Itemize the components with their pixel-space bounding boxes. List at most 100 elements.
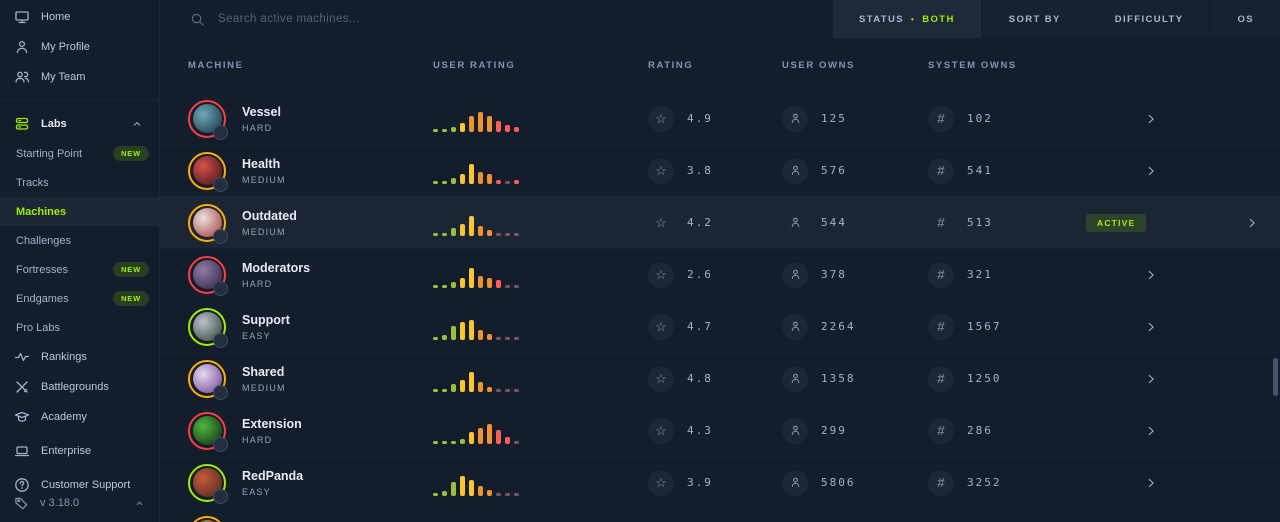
person-icon <box>782 417 808 444</box>
search-icon <box>191 13 204 26</box>
star-icon: ☆ <box>648 157 674 184</box>
machine-name: Vessel <box>242 104 281 119</box>
table-row[interactable]: ☆ # <box>160 508 1280 522</box>
table-row[interactable]: Outdated MEDIUM ☆ 4.2 544 # 513 ACTIVE <box>160 196 1280 248</box>
user-owns-stat: 2264 <box>782 313 928 340</box>
machine-difficulty: MEDIUM <box>242 382 286 393</box>
filter-label: SORT BY <box>1008 13 1061 25</box>
chevron-right-icon[interactable] <box>1144 320 1158 334</box>
table-row[interactable]: RedPanda EASY ☆ 3.9 5806 # 3252 <box>160 456 1280 508</box>
histogram-bar <box>496 336 501 340</box>
rating-stat: ☆ 4.2 <box>648 209 782 236</box>
machine-cell: Support EASY <box>188 307 433 348</box>
sidebar-item-endgames[interactable]: Endgames NEW <box>0 284 159 313</box>
sidebar-item-starting-point[interactable]: Starting Point NEW <box>0 139 159 168</box>
histogram-bar <box>514 492 519 496</box>
system-owns-value: 321 <box>967 268 993 281</box>
sidebar-item-my-team[interactable]: My Team <box>0 62 159 92</box>
os-badge-icon <box>213 436 228 452</box>
system-owns-value: 286 <box>967 424 993 437</box>
table-row[interactable]: Health MEDIUM ☆ 3.8 576 # 541 <box>160 144 1280 196</box>
sidebar-sub-label: Starting Point <box>16 147 83 160</box>
sidebar-item-academy[interactable]: Academy <box>0 402 159 432</box>
difficulty-filter-button[interactable]: DIFFICULTY <box>1088 0 1210 38</box>
rating-stat: ☆ 4.3 <box>648 417 782 444</box>
os-badge-icon <box>213 124 228 140</box>
star-icon: ☆ <box>648 261 674 288</box>
user-rating-histogram <box>433 418 648 444</box>
search-box[interactable] <box>160 0 833 38</box>
system-owns-stat: # 513 <box>928 209 1078 236</box>
sidebar-item-labs[interactable]: Labs <box>0 109 159 139</box>
chevron-right-icon[interactable] <box>1144 424 1158 438</box>
sidebar-item-battlegrounds[interactable]: Battlegrounds <box>0 372 159 402</box>
histogram-bar <box>451 383 456 392</box>
histogram-bar <box>433 180 438 184</box>
machine-cell: RedPanda EASY <box>188 463 433 504</box>
user-owns-value: 544 <box>821 216 847 229</box>
machine-cell: Vessel HARD <box>188 99 433 140</box>
machine-cell: Outdated MEDIUM <box>188 203 433 244</box>
sidebar-item-my-profile[interactable]: My Profile <box>0 32 159 62</box>
table-row[interactable]: Extension HARD ☆ 4.3 299 # 286 <box>160 404 1280 456</box>
histogram-bar <box>487 386 492 392</box>
table-row[interactable]: Moderators HARD ☆ 2.6 378 # 321 <box>160 248 1280 300</box>
users-icon <box>15 71 30 83</box>
sidebar-item-fortresses[interactable]: Fortresses NEW <box>0 255 159 284</box>
user-owns-stat: 5806 <box>782 469 928 496</box>
histogram-bar <box>451 325 456 340</box>
sidebar-item-challenges[interactable]: Challenges <box>0 226 159 255</box>
sidebar-item-machines[interactable]: Machines <box>0 197 159 226</box>
sidebar-item-tracks[interactable]: Tracks <box>0 168 159 197</box>
sidebar: Home My Profile My Team Labs Starting Po… <box>0 0 160 522</box>
hash-icon: # <box>928 157 954 184</box>
machine-avatar <box>188 203 228 244</box>
table-header: MACHINE USER RATING RATING USER OWNS SYS… <box>160 38 1280 92</box>
sidebar-item-label: Home <box>41 11 71 23</box>
column-header-rating: RATING <box>648 59 694 71</box>
sidebar-divider <box>0 100 159 101</box>
sidebar-item-label: Rankings <box>41 351 87 363</box>
sidebar-item-pro-labs[interactable]: Pro Labs <box>0 313 159 342</box>
histogram-bar <box>505 492 510 496</box>
status-filter-button[interactable]: STATUS • BOTH <box>833 0 981 38</box>
scrollbar-thumb[interactable] <box>1273 358 1278 396</box>
sidebar-item-enterprise[interactable]: Enterprise <box>0 436 159 466</box>
new-badge: NEW <box>113 262 149 277</box>
sidebar-sub-label: Challenges <box>16 234 72 247</box>
sidebar-item-home[interactable]: Home <box>0 2 159 32</box>
filter-value: BOTH <box>922 13 955 25</box>
machine-name: Support <box>242 312 290 327</box>
chevron-right-icon[interactable] <box>1144 268 1158 282</box>
histogram-bar <box>433 128 438 132</box>
chevron-right-icon[interactable] <box>1245 216 1259 230</box>
chevron-right-icon[interactable] <box>1144 112 1158 126</box>
labs-stack-icon <box>15 117 29 130</box>
machine-difficulty: HARD <box>242 434 273 445</box>
machine-avatar <box>188 515 226 522</box>
system-owns-value: 3252 <box>967 476 1002 489</box>
chevron-right-icon[interactable] <box>1144 164 1158 178</box>
chevron-right-icon[interactable] <box>1144 476 1158 490</box>
system-owns-stat: # 541 <box>928 157 1078 184</box>
sidebar-item-rankings[interactable]: Rankings <box>0 342 159 372</box>
search-input[interactable] <box>218 13 518 25</box>
machine-name: Health <box>242 156 281 171</box>
chevron-right-icon[interactable] <box>1144 372 1158 386</box>
histogram-bar <box>469 431 474 444</box>
histogram-bar <box>469 215 474 236</box>
histogram-bar <box>442 232 447 236</box>
rating-value: 3.8 <box>687 164 713 177</box>
active-status-badge: ACTIVE <box>1086 213 1147 232</box>
version-row[interactable]: v 3.18.0 <box>0 488 159 518</box>
chevron-up-icon[interactable] <box>134 498 145 509</box>
sort-by-filter-button[interactable]: SORT BY <box>982 0 1087 38</box>
user-owns-stat: 1358 <box>782 365 928 392</box>
table-row[interactable]: Support EASY ☆ 4.7 2264 # 1567 <box>160 300 1280 352</box>
table-row[interactable]: Shared MEDIUM ☆ 4.8 1358 # 1250 <box>160 352 1280 404</box>
system-owns-stat: # 1567 <box>928 313 1078 340</box>
sidebar-item-customer-support[interactable]: Customer Support <box>0 470 159 500</box>
os-filter-button[interactable]: OS <box>1211 0 1280 38</box>
table-row[interactable]: Vessel HARD ☆ 4.9 125 # 102 <box>160 92 1280 144</box>
